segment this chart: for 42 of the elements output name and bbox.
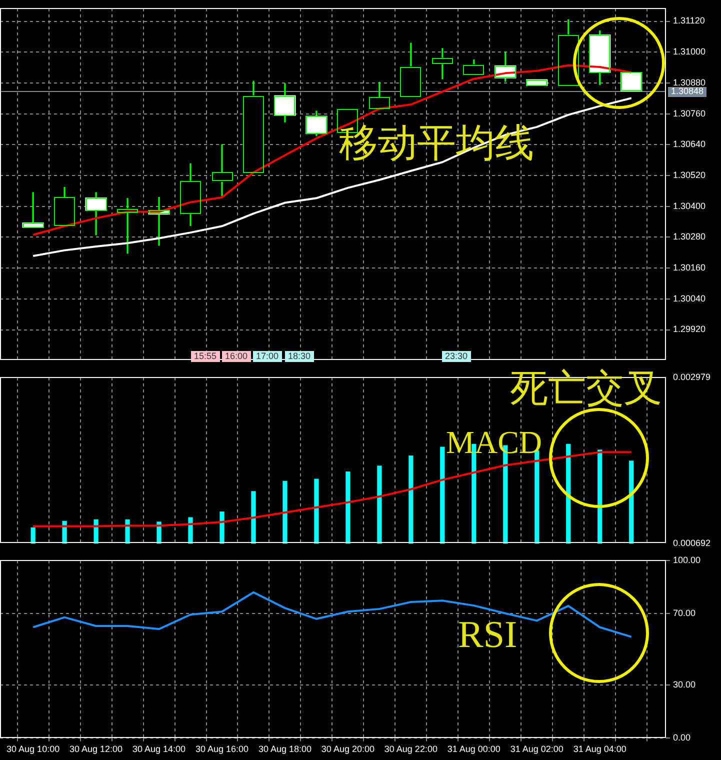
- y-tick-label: 1.31120: [673, 16, 705, 26]
- y-tick-label: 1.30280: [673, 232, 706, 242]
- x-tick-label: 30 Aug 10:00: [6, 744, 60, 754]
- y-tick-label: 1.30520: [673, 170, 706, 180]
- y-tick-label: 100.00: [673, 554, 701, 565]
- y-tick-label: 1.31000: [673, 46, 706, 57]
- x-tick-label: 30 Aug 22:00: [384, 744, 438, 754]
- y-tick-label: 1.29920: [673, 324, 706, 334]
- x-tick-label: 31 Aug 02:00: [510, 744, 564, 754]
- annotation: 15:55: [191, 351, 220, 362]
- x-tick-label: 30 Aug 20:00: [321, 744, 374, 754]
- annotation: RSI: [458, 614, 518, 656]
- ref-line-label: 1.30848: [671, 86, 704, 96]
- candlestick: [432, 48, 454, 80]
- annotation: 23:30: [442, 351, 471, 362]
- y-tick-label: 1.30760: [673, 108, 706, 118]
- y-tick-label: 70.00: [673, 608, 696, 618]
- x-tick-label: 31 Aug 04:00: [573, 744, 626, 754]
- annotation: 17:00: [253, 351, 282, 362]
- annotation: 死亡交叉: [510, 368, 662, 410]
- x-tick-label: 30 Aug 16:00: [195, 744, 249, 754]
- annotation: MACD: [446, 424, 542, 460]
- candlestick: [620, 72, 642, 92]
- y-tick-label: 0.002979: [673, 372, 711, 382]
- candlestick: [526, 79, 548, 86]
- x-tick-label: 30 Aug 18:00: [258, 744, 312, 754]
- y-tick-label: 1.30400: [673, 200, 706, 211]
- x-tick-label: 30 Aug 14:00: [132, 744, 186, 754]
- y-tick-label: 1.30160: [673, 262, 706, 273]
- y-tick-label: 0.000692: [673, 538, 711, 548]
- annotation: 18:30: [285, 351, 314, 362]
- y-tick-label: 30.00: [673, 679, 696, 690]
- y-tick-label: 1.30040: [673, 293, 706, 304]
- candlestick: [211, 144, 233, 196]
- y-tick-label: 1.30640: [673, 139, 706, 150]
- candlestick: [116, 198, 138, 254]
- y-tick-label: 1.30880: [673, 77, 706, 88]
- y-tick-label: 0.00: [673, 732, 691, 743]
- annotation: 16:00: [222, 351, 251, 362]
- candlestick: [22, 192, 44, 228]
- x-tick-label: 30 Aug 12:00: [70, 744, 123, 754]
- x-tick-label: 31 Aug 00:00: [447, 744, 500, 754]
